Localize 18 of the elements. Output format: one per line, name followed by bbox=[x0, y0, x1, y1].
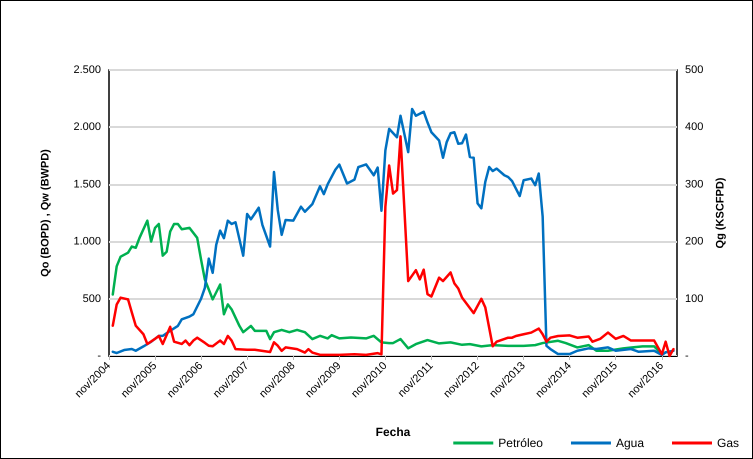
y2-tick-label: - bbox=[685, 350, 689, 362]
y2-tick-label: 400 bbox=[685, 121, 704, 134]
y-tick-label: 1.000 bbox=[73, 236, 101, 248]
x-axis-title: Fecha bbox=[376, 425, 411, 439]
legend-label: Agua bbox=[616, 436, 644, 450]
y-tick-label: - bbox=[97, 350, 102, 362]
y2-tick-label: 500 bbox=[685, 64, 704, 76]
y-axis-title: Qo (BOPD) , Qw (BWPD) bbox=[40, 148, 52, 277]
y-tick-label: 500 bbox=[82, 292, 101, 305]
y2-tick-label: 100 bbox=[685, 292, 704, 305]
y-tick-label: 1.500 bbox=[73, 178, 101, 190]
y2-tick-label: 300 bbox=[685, 178, 704, 190]
legend-label: Petróleo bbox=[498, 436, 544, 450]
y2-tick-label: 200 bbox=[685, 236, 704, 248]
y-tick-label: 2.500 bbox=[73, 64, 101, 76]
y-tick-label: 2.000 bbox=[73, 121, 101, 134]
y2-axis-title: Qg (KSCFPD) bbox=[714, 177, 726, 248]
legend-label: Gas bbox=[716, 436, 740, 450]
